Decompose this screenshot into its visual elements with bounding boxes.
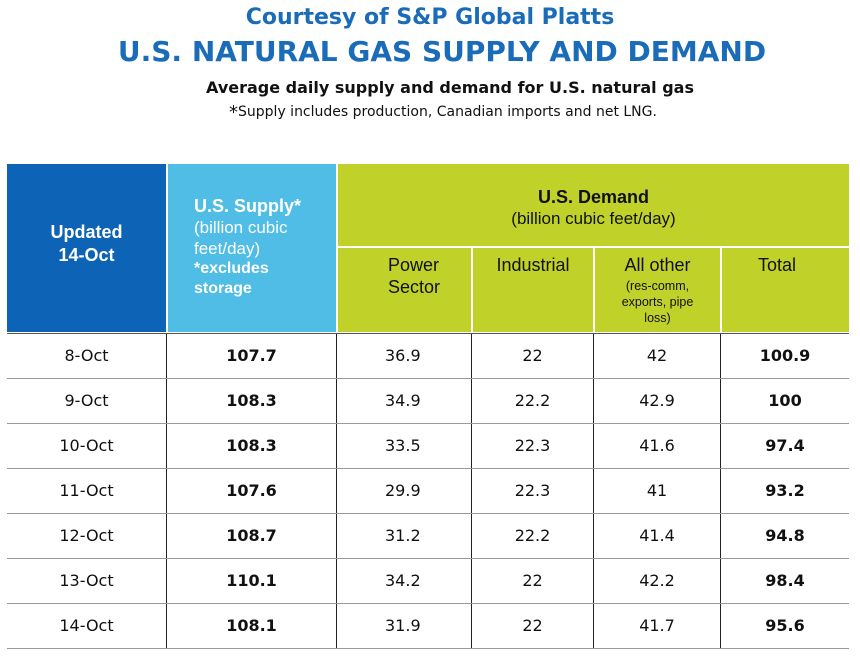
- other-cell: 42.2: [594, 559, 721, 603]
- supply-cell: 107.6: [167, 469, 337, 513]
- all-other-note: (res-comm, exports, pipe loss): [621, 279, 694, 325]
- total-header: Total: [722, 248, 849, 332]
- industrial-label: Industrial: [496, 255, 570, 275]
- date-cell: 10-Oct: [7, 424, 167, 468]
- table-row: 12-Oct 108.7 31.2 22.2 41.4 94.8: [7, 513, 849, 558]
- updated-label: Updated: [50, 222, 123, 242]
- table-bottom-border: [7, 648, 849, 649]
- power-cell: 31.2: [337, 514, 472, 558]
- other-cell: 41.7: [594, 604, 721, 648]
- total-cell: 95.6: [765, 616, 805, 635]
- date-cell: 13-Oct: [7, 559, 167, 603]
- total-cell: 97.4: [765, 436, 805, 455]
- table-row: 13-Oct 110.1 34.2 22 42.2 98.4: [7, 558, 849, 603]
- supply-cell: 108.3: [167, 379, 337, 423]
- total-cell: 100.9: [759, 346, 811, 365]
- supply-cell: 108.3: [167, 424, 337, 468]
- date-cell: 12-Oct: [7, 514, 167, 558]
- industrial-header: Industrial: [473, 248, 593, 332]
- table-row: 8-Oct 107.7 36.9 22 42 100.9: [7, 333, 849, 378]
- demand-units: (billion cubic feet/day): [511, 209, 676, 228]
- power-cell: 33.5: [337, 424, 472, 468]
- industrial-cell: 22: [472, 604, 594, 648]
- industrial-cell: 22: [472, 559, 594, 603]
- supply-cell: 108.1: [167, 604, 337, 648]
- power-cell: 34.2: [337, 559, 472, 603]
- date-cell: 14-Oct: [7, 604, 167, 648]
- total-label: Total: [758, 255, 797, 275]
- updated-date: 14-Oct: [58, 245, 115, 265]
- footnote-text: Supply includes production, Canadian imp…: [238, 104, 657, 120]
- industrial-cell: 22: [472, 334, 594, 378]
- footnote: *Supply includes production, Canadian im…: [0, 101, 860, 124]
- total-cell: 93.2: [765, 481, 805, 500]
- page-title: U.S. NATURAL GAS SUPPLY AND DEMAND: [117, 35, 767, 68]
- courtesy-line: Courtesy of S&P Global Platts: [245, 5, 615, 30]
- all-other-label: All other: [624, 255, 691, 275]
- other-cell: 41: [594, 469, 721, 513]
- total-cell: 100: [768, 391, 802, 410]
- supply-title: U.S. Supply*: [194, 196, 302, 216]
- supply-cell: 108.7: [167, 514, 337, 558]
- other-cell: 42: [594, 334, 721, 378]
- total-cell: 94.8: [765, 526, 805, 545]
- other-cell: 41.6: [594, 424, 721, 468]
- demand-title: U.S. Demand: [537, 187, 650, 207]
- subtitle: Average daily supply and demand for U.S.…: [206, 78, 694, 97]
- table-row: 10-Oct 108.3 33.5 22.3 41.6 97.4: [7, 423, 849, 468]
- power-cell: 36.9: [337, 334, 472, 378]
- table-row: 11-Oct 107.6 29.9 22.3 41 93.2: [7, 468, 849, 513]
- supply-cell: 110.1: [167, 559, 337, 603]
- power-cell: 34.9: [337, 379, 472, 423]
- other-cell: 41.4: [594, 514, 721, 558]
- date-cell: 9-Oct: [7, 379, 167, 423]
- industrial-cell: 22.3: [472, 469, 594, 513]
- industrial-cell: 22.2: [472, 514, 594, 558]
- power-cell: 31.9: [337, 604, 472, 648]
- table-row: 9-Oct 108.3 34.9 22.2 42.9 100: [7, 378, 849, 423]
- industrial-cell: 22.2: [472, 379, 594, 423]
- power-sector-label: Power Sector: [388, 255, 441, 297]
- supply-units: (billion cubic feet/day): [194, 218, 288, 258]
- table-row: 14-Oct 108.1 31.9 22 41.7 95.6: [7, 603, 849, 648]
- table-body: 8-Oct 107.7 36.9 22 42 100.9 9-Oct 108.3…: [7, 333, 849, 648]
- other-cell: 42.9: [594, 379, 721, 423]
- power-sector-header: Power Sector: [338, 248, 471, 332]
- total-cell: 98.4: [765, 571, 805, 590]
- supply-cell: 107.7: [167, 334, 337, 378]
- demand-header: U.S. Demand (billion cubic feet/day): [338, 164, 849, 246]
- footnote-star: *: [229, 102, 239, 123]
- supply-note: *excludes storage: [194, 260, 269, 297]
- industrial-cell: 22.3: [472, 424, 594, 468]
- supply-header: U.S. Supply* (billion cubic feet/day) *e…: [168, 164, 336, 332]
- power-cell: 29.9: [337, 469, 472, 513]
- date-cell: 11-Oct: [7, 469, 167, 513]
- date-cell: 8-Oct: [7, 334, 167, 378]
- all-other-header: All other (res-comm, exports, pipe loss): [595, 248, 720, 332]
- updated-header: Updated 14-Oct: [7, 164, 166, 332]
